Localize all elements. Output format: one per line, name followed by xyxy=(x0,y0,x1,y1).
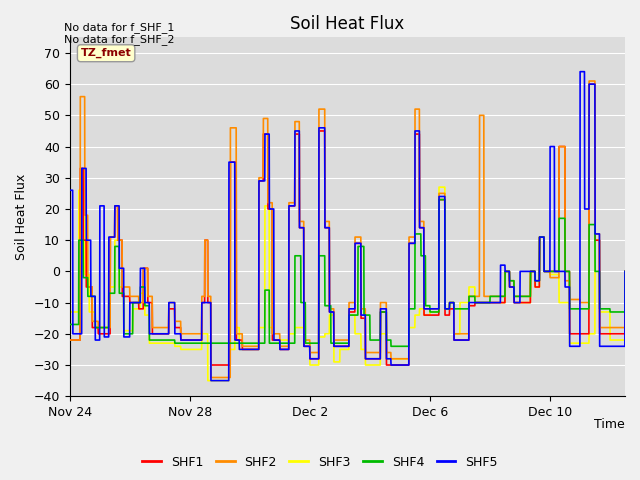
Title: Soil Heat Flux: Soil Heat Flux xyxy=(290,15,404,33)
Text: No data for f_SHF_1
No data for f_SHF_2: No data for f_SHF_1 No data for f_SHF_2 xyxy=(64,22,175,45)
Text: TZ_fmet: TZ_fmet xyxy=(81,48,131,59)
Legend: SHF1, SHF2, SHF3, SHF4, SHF5: SHF1, SHF2, SHF3, SHF4, SHF5 xyxy=(137,451,503,474)
Y-axis label: Soil Heat Flux: Soil Heat Flux xyxy=(15,174,28,260)
Text: Time: Time xyxy=(595,418,625,431)
